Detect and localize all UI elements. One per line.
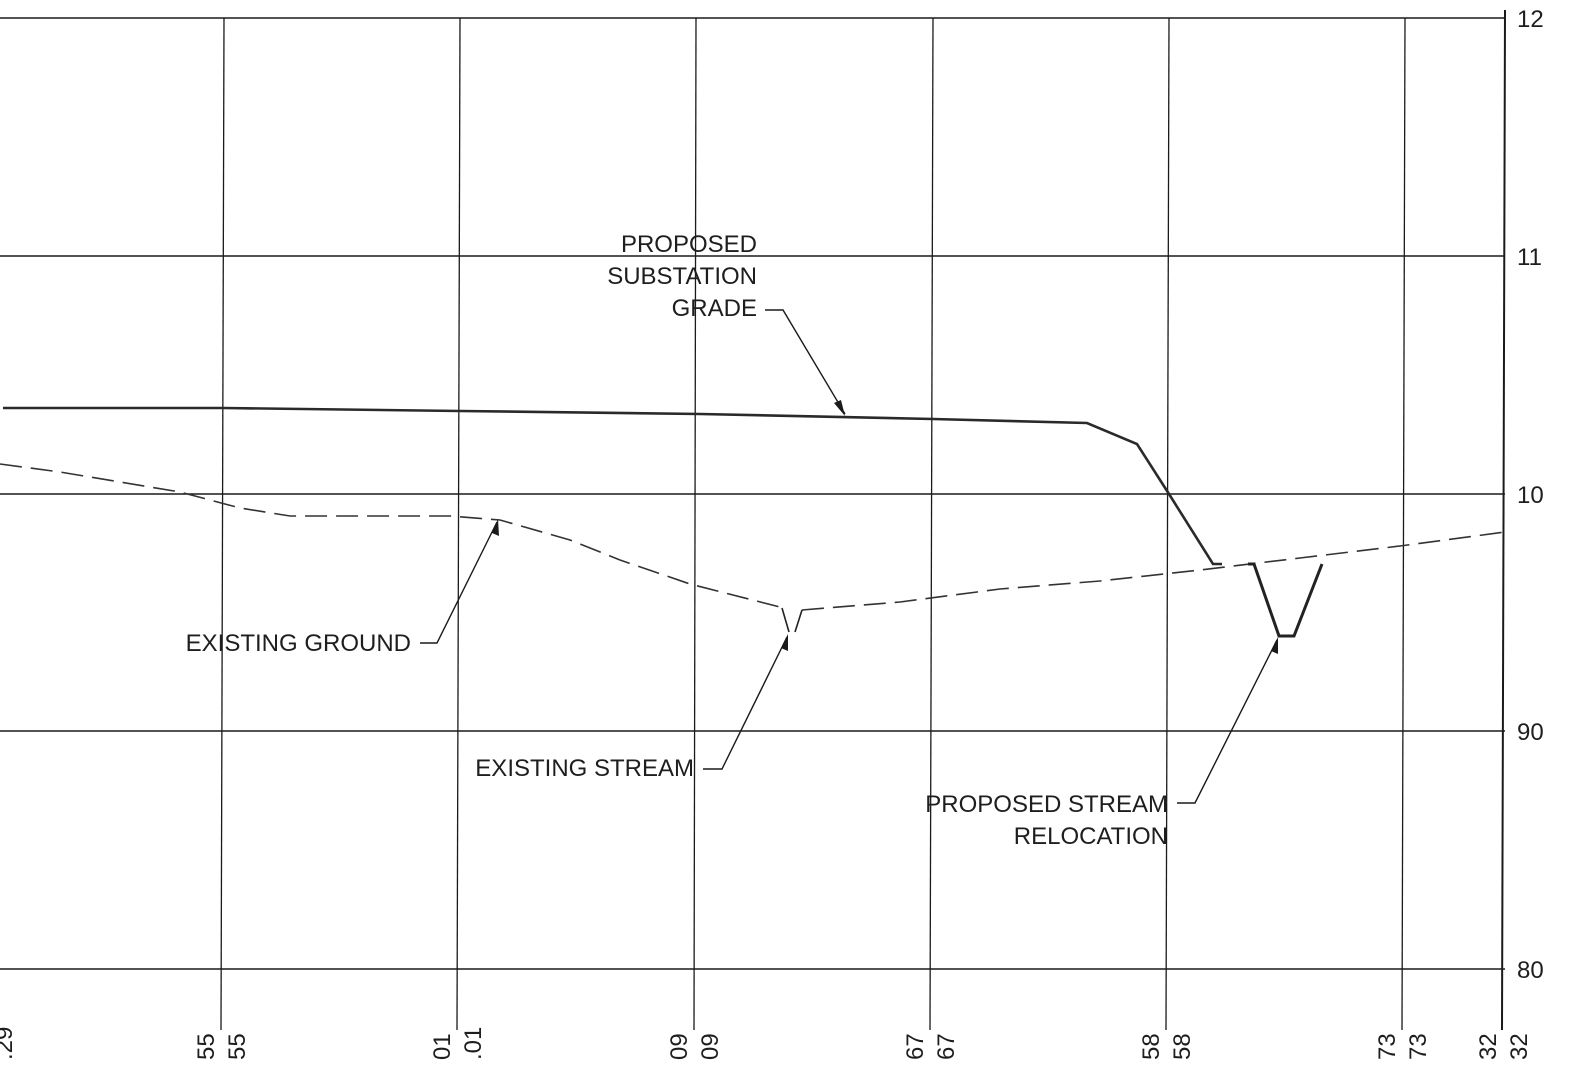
grid-line-sta-09	[693, 17, 697, 1031]
station-label-4-left: 67	[902, 1033, 929, 1060]
station-label-7-left: 32	[1475, 1033, 1502, 1060]
station-label-7-right: 32	[1506, 1033, 1533, 1060]
proposed-grade-label-line-2: SUBSTATION	[607, 263, 757, 290]
station-label-3-left: 09	[666, 1033, 693, 1060]
station-axis: .29 55 55 01 .01 09 09 67 67 58 58 73 73…	[0, 1027, 1533, 1060]
station-label-5-right: 58	[1169, 1033, 1196, 1060]
grid-line-sta-73	[1401, 17, 1406, 1031]
stream-leader	[703, 636, 788, 770]
proposed-substation-grade-line	[3, 406, 1222, 566]
station-label-0-left: .29	[0, 1027, 18, 1060]
proposed-grade-label-line-3: GRADE	[672, 295, 757, 322]
grid-line-sta-67	[929, 17, 934, 1031]
grid-line-sta-55	[220, 17, 225, 1031]
elevation-label-12: 12	[1517, 6, 1544, 33]
elevation-axis: 12 11 10 90 80	[1517, 6, 1544, 984]
existing-stream-channel	[781, 607, 790, 633]
grid-line-right-border	[1501, 9, 1506, 1031]
elevation-label-80: 80	[1517, 957, 1544, 984]
station-label-3-right: 09	[697, 1033, 724, 1060]
station-label-1-left: 55	[193, 1033, 220, 1060]
station-label-5-left: 58	[1138, 1033, 1165, 1060]
proposed-grade-label-line-1: PROPOSED	[621, 231, 757, 258]
relocation-leader	[1177, 639, 1278, 804]
annotation-proposed-relocation: PROPOSED STREAM RELOCATION	[925, 791, 1168, 850]
proposed-stream-relocation-channel	[1248, 562, 1324, 638]
relocation-leader-arrowhead	[1271, 637, 1278, 654]
annotation-proposed-grade: PROPOSED SUBSTATION GRADE	[607, 231, 757, 322]
station-label-6-right: 73	[1405, 1033, 1432, 1060]
ground-leader	[420, 521, 498, 644]
grid-line-sta-01	[456, 17, 461, 1031]
existing-ground-line-east	[801, 531, 1506, 611]
proposed-relocation-label-line-1: PROPOSED STREAM	[925, 791, 1168, 818]
elevation-label-10: 10	[1517, 482, 1544, 509]
existing-stream-label: EXISTING STREAM	[475, 755, 694, 782]
grade-leader-arrowhead	[834, 400, 845, 416]
elevation-label-11: 11	[1517, 244, 1542, 271]
grid-line-sta-58	[1165, 17, 1170, 1031]
existing-ground-label: EXISTING GROUND	[186, 630, 411, 657]
station-label-4-right: 67	[933, 1033, 960, 1060]
station-label-6-left: 73	[1374, 1033, 1401, 1060]
horizontal-grid	[0, 17, 1505, 970]
vertical-grid	[220, 9, 1506, 1031]
proposed-relocation-label-line-2: RELOCATION	[1014, 823, 1168, 850]
station-label-1-right: 55	[224, 1033, 251, 1060]
grade-leader	[765, 309, 846, 415]
stream-leader-arrowhead	[781, 634, 788, 651]
ground-leader-arrowhead	[492, 519, 499, 536]
existing-ground-line	[0, 463, 781, 608]
elevation-label-90: 90	[1517, 719, 1544, 746]
existing-stream-channel-east	[794, 609, 803, 633]
station-label-2-right: .01	[460, 1027, 487, 1060]
leader-lines	[420, 309, 1278, 804]
station-label-2-left: 01	[429, 1033, 456, 1060]
